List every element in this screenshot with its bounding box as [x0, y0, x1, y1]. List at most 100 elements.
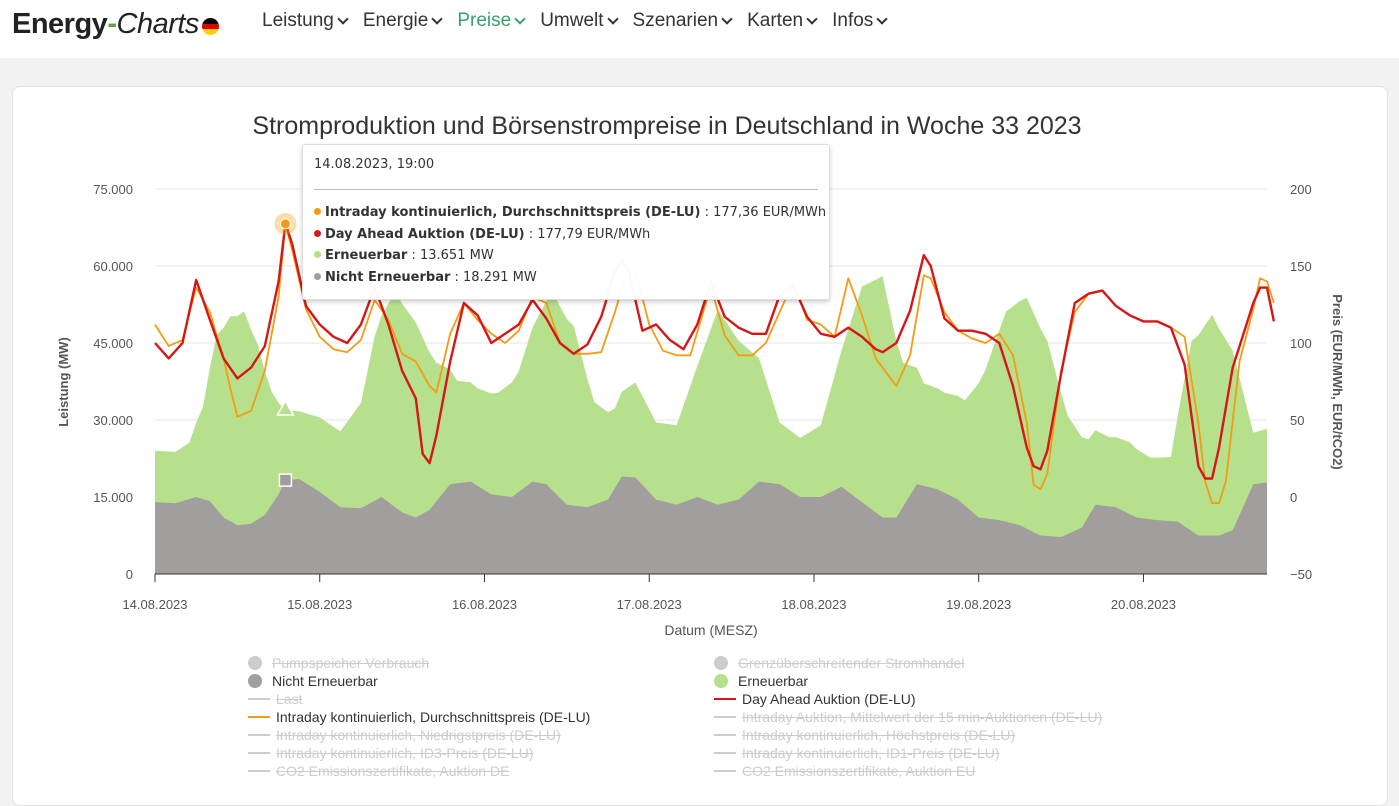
nav-item-karten[interactable]: Karten [747, 10, 818, 32]
legend-item[interactable]: Last [248, 690, 590, 708]
tooltip-dot-icon [314, 208, 321, 215]
legend-item[interactable]: Day Ahead Auktion (DE-LU) [714, 690, 1102, 708]
x-tick-label: 17.08.2023 [617, 597, 682, 612]
area-erneuerbar [155, 276, 1267, 574]
x-tick-label: 15.08.2023 [287, 597, 352, 612]
tooltip-value: : 177,36 EUR/MWh [700, 205, 827, 220]
x-tick-label: 16.08.2023 [452, 597, 517, 612]
legend-item[interactable]: Intraday kontinuierlich, ID1-Preis (DE-L… [714, 744, 1102, 762]
legend-item[interactable]: Intraday kontinuierlich, ID3-Preis (DE-L… [248, 744, 590, 762]
y-axis-title: Leistung (MW) [56, 337, 71, 427]
nav-item-infos[interactable]: Infos [832, 10, 888, 32]
legend-label: Intraday kontinuierlich, ID3-Preis (DE-L… [276, 745, 534, 761]
nav-item-label: Infos [832, 10, 874, 31]
legend-line-icon [714, 734, 736, 736]
legend-line-icon [248, 734, 270, 736]
legend-line-icon [714, 716, 736, 718]
x-axis-title: Datum (MESZ) [664, 622, 757, 638]
logo-dash: - [107, 8, 117, 40]
chart-title: Stromproduktion und Börsenstrompreise in… [252, 112, 1082, 140]
x-tick-label: 20.08.2023 [1111, 597, 1176, 612]
energy-charts-logo[interactable]: Energy-Charts [12, 6, 219, 41]
legend-line-icon [714, 770, 736, 772]
legend-dot-icon [714, 656, 728, 670]
tooltip-value: : 177,79 EUR/MWh [524, 226, 651, 242]
y2-tick-label: 50 [1290, 413, 1304, 428]
tooltip-series-name: Erneuerbar [325, 248, 408, 263]
legend-label: Pumpspeicher Verbrauch [272, 655, 430, 671]
legend-line-icon [714, 752, 736, 754]
tooltip-header: 14.08.2023, 19:00 [314, 157, 435, 172]
nav-item-label: Leistung [262, 10, 334, 31]
y2-tick-label: −50 [1290, 567, 1312, 582]
tooltip-value: : 13.651 MW [407, 248, 494, 263]
x-tick-label: 14.08.2023 [122, 597, 187, 612]
legend-left-column: Pumpspeicher Verbrauch Nicht Erneuerbar La… [248, 654, 590, 780]
nav-item-energie[interactable]: Energie [362, 10, 444, 32]
legend-line-icon [248, 752, 270, 754]
legend-label: Erneuerbar [738, 673, 809, 689]
legend-item[interactable]: Pumpspeicher Verbrauch [248, 654, 590, 672]
y2-axis-title: Preis (EUR/MWh, EUR/tCO2) [1330, 294, 1345, 470]
legend-label: Intraday Auktion, Mittelwert der 15 min-… [742, 709, 1103, 725]
main-menu: Leistung Energie Preise Umwelt Szenarien Kart… [262, 10, 902, 32]
tooltip-dot-icon [314, 251, 321, 258]
y2-tick-label: 200 [1290, 182, 1312, 197]
nav-item-szenarien[interactable]: Szenarien [632, 10, 733, 32]
legend-label: Grenzüberschreitender Stromhandel [738, 655, 965, 671]
y-tick-label: 75.000 [93, 182, 133, 197]
legend-item[interactable]: Intraday kontinuierlich, Niedrigstpreis … [248, 726, 590, 744]
legend-item[interactable]: Intraday kontinuierlich, Höchstpreis (DE… [714, 726, 1102, 744]
tooltip-separator [314, 189, 818, 190]
legend-line-icon [248, 770, 270, 772]
y-tick-label: 45.000 [93, 336, 133, 351]
area-nicht-erneuerbar [155, 476, 1267, 574]
legend-item[interactable]: CO2 Emissionszertifikate, Auktion DE [248, 762, 590, 780]
nav-item-label: Szenarien [632, 10, 719, 31]
nav-item-leistung[interactable]: Leistung [262, 10, 349, 32]
hover-marker-erneuerbar [276, 399, 295, 416]
logo-text-charts: Charts [116, 8, 200, 40]
nav-item-preise[interactable]: Preise [457, 10, 526, 32]
tooltip-row: Nicht Erneuerbar : 18.291 MW [314, 270, 537, 285]
nav-item-umwelt[interactable]: Umwelt [540, 10, 619, 32]
legend-label: Intraday kontinuierlich, Niedrigstpreis … [276, 727, 561, 743]
nav-item-label: Karten [747, 10, 804, 31]
legend-item[interactable]: Erneuerbar [714, 672, 1102, 690]
legend-item[interactable]: Intraday kontinuierlich, Durchschnittspr… [248, 708, 590, 726]
legend-label: Last [276, 691, 303, 707]
y-tick-label: 60.000 [93, 259, 133, 274]
tooltip-row: Day Ahead Auktion (DE-LU) : 177,79 EUR/M… [314, 227, 650, 242]
legend-line-icon [248, 716, 270, 718]
nav-item-label: Umwelt [540, 10, 604, 31]
x-tick-label: 19.08.2023 [946, 597, 1011, 612]
legend-label: CO2 Emissionszertifikate, Auktion DE [276, 763, 510, 779]
german-flag-icon [201, 18, 219, 35]
x-tick-label: 18.08.2023 [781, 597, 846, 612]
chart-tooltip: 14.08.2023, 19:00 Intraday kontinuierlic… [302, 144, 830, 300]
tooltip-row: Intraday kontinuierlich, Durchschnittspr… [314, 205, 826, 220]
legend-label: Intraday kontinuierlich, ID1-Preis (DE-L… [742, 745, 1000, 761]
y2-tick-label: 150 [1290, 259, 1312, 274]
legend-dot-icon [714, 674, 728, 688]
legend-item[interactable]: CO2 Emissionszertifikate, Auktion EU [714, 762, 1102, 780]
legend-item[interactable]: Intraday Auktion, Mittelwert der 15 min-… [714, 708, 1102, 726]
nav-item-label: Energie [362, 10, 429, 31]
chart-area[interactable]: 0 15.000 30.000 45.000 60.000 75.000 −50 0 50 100… [0, 0, 1399, 789]
legend-dot-icon [248, 656, 262, 670]
nav-item-label: Preise [457, 10, 512, 31]
hover-marker-intraday [279, 218, 291, 230]
legend-item[interactable]: Nicht Erneuerbar [248, 672, 590, 690]
legend-line-icon [714, 698, 736, 700]
tooltip-series-name: Intraday kontinuierlich, Durchschnittspr… [325, 205, 701, 220]
tooltip-dot-icon [314, 272, 321, 280]
legend-label: Nicht Erneuerbar [272, 673, 378, 689]
line-day-ahead [154, 222, 1276, 480]
tooltip-series-name: Day Ahead Auktion (DE-LU) [325, 226, 525, 242]
y-tick-label: 0 [126, 567, 133, 582]
tooltip-value: : 18.291 MW [450, 269, 537, 285]
legend-item[interactable]: Grenzüberschreitender Stromhandel [714, 654, 1102, 672]
legend-label: Day Ahead Auktion (DE-LU) [742, 691, 916, 707]
y-tick-label: 15.000 [93, 490, 133, 505]
legend-label: CO2 Emissionszertifikate, Auktion EU [742, 763, 976, 779]
